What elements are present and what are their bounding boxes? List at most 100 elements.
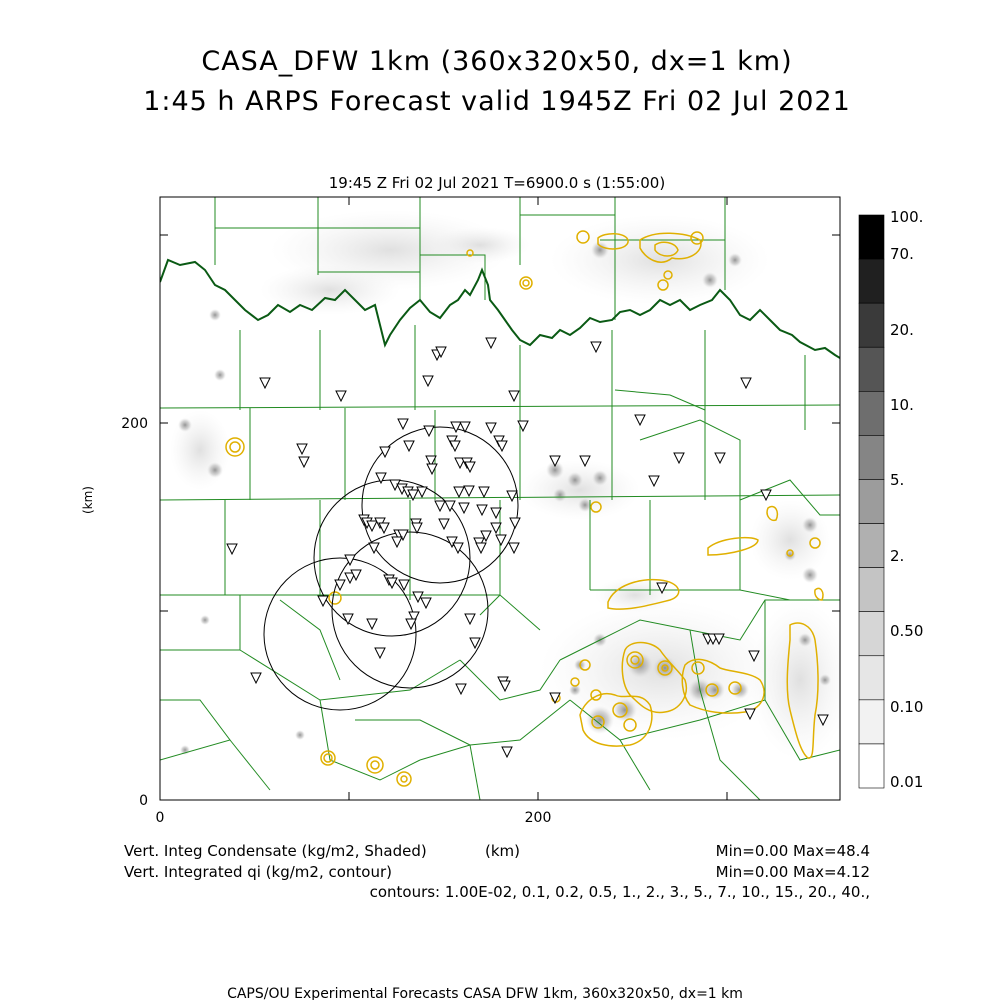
colorbar-band [858, 655, 885, 701]
legend-contour-levels: contours: 1.00E-02, 0.1, 0.2, 0.5, 1., 2… [370, 883, 870, 901]
site-marker [342, 613, 354, 626]
site-marker [478, 486, 490, 499]
site-marker [438, 518, 450, 531]
colorbar-band [858, 743, 885, 789]
site-marker [411, 522, 423, 535]
site-marker [425, 455, 437, 468]
footer-credit: CAPS/OU Experimental Forecasts CASA DFW … [227, 986, 743, 1000]
site-marker [455, 683, 467, 696]
site-marker [449, 440, 461, 453]
axis-ticks [160, 197, 840, 800]
site-marker [250, 672, 262, 685]
colorbar-band [858, 479, 885, 524]
site-marker [485, 422, 497, 435]
site-marker [549, 455, 561, 468]
site-marker [549, 692, 561, 705]
site-marker [226, 543, 238, 556]
site-marker [454, 457, 466, 470]
x-tick-0: 0 [156, 810, 165, 826]
figure-title-line-1: CASA_DFW 1km (360x320x50, dx=1 km) [201, 46, 792, 77]
map-plot [160, 197, 840, 800]
site-marker [740, 377, 752, 390]
x-axis-label: (km) [485, 842, 520, 860]
colorbar-label-100: 100. [890, 208, 923, 226]
site-marker [656, 582, 668, 595]
figure-title-line-2: 1:45 h ARPS Forecast valid 1945Z Fri 02 … [143, 86, 851, 117]
legend-contour-label: Vert. Integrated qi (kg/m2, contour) [124, 863, 392, 881]
site-marker [634, 414, 646, 427]
y-tick-0: 0 [139, 793, 148, 809]
site-marker [344, 554, 356, 567]
colorbar-band [858, 214, 885, 260]
site-marker [412, 591, 424, 604]
site-marker [405, 618, 417, 631]
site-marker [480, 530, 492, 543]
site-marker [379, 446, 391, 459]
site-marker [366, 618, 378, 631]
colorbar-label-0-01: 0.01 [890, 773, 923, 791]
site-marker [517, 420, 529, 433]
site-marker [423, 425, 435, 438]
colorbar-label-2: 2. [890, 547, 904, 565]
site-marker [748, 650, 760, 663]
colorbar-label-0-10: 0.10 [890, 698, 923, 716]
site-marker [391, 536, 403, 549]
site-marker [374, 647, 386, 660]
colorbar-label-20: 20. [890, 321, 914, 339]
colorbar-band [858, 258, 885, 304]
map-frame [159, 196, 841, 801]
site-marker [298, 456, 310, 469]
y-axis-label: (km) [81, 486, 95, 514]
site-marker [496, 440, 508, 453]
site-marker [509, 517, 521, 530]
colorbar-band [858, 567, 885, 612]
colorbar-band [858, 435, 885, 480]
site-marker [508, 390, 520, 403]
site-marker [334, 579, 346, 592]
site-marker [375, 472, 387, 485]
site-marker [344, 572, 356, 585]
site-marker [713, 633, 725, 646]
colorbar [858, 214, 885, 789]
site-marker [397, 418, 409, 431]
site-marker [408, 611, 420, 624]
site-marker [464, 461, 476, 474]
colorbar-band [858, 523, 885, 568]
site-marker [378, 522, 390, 535]
legend-shaded-minmax: Min=0.00 Max=48.4 [716, 842, 870, 860]
ice-contours [225, 230, 824, 787]
site-marker [485, 337, 497, 350]
site-marker [350, 569, 362, 582]
site-marker [714, 452, 726, 465]
colorbar-labels: 100. 70. 20. 10. 5. 2. 0.50 0.10 0.01 [890, 208, 923, 791]
site-marker [673, 452, 685, 465]
site-marker [435, 346, 447, 359]
site-marker [335, 390, 347, 403]
y-tick-200: 200 [121, 416, 148, 432]
colorbar-band [858, 699, 885, 745]
site-marker [453, 486, 465, 499]
site-marker [508, 542, 520, 555]
site-marker [499, 680, 511, 693]
site-marker [368, 542, 380, 555]
site-marker [744, 708, 756, 721]
site-marker [579, 455, 591, 468]
site-marker [476, 504, 488, 517]
site-marker [469, 637, 481, 650]
site-marker [444, 500, 456, 513]
site-marker [446, 536, 458, 549]
site-marker [475, 542, 487, 555]
site-marker [420, 597, 432, 610]
observation-sites [226, 337, 829, 759]
state-border [160, 258, 840, 359]
site-marker [464, 613, 476, 626]
site-marker [648, 475, 660, 488]
legend-shaded-label: Vert. Integ Condensate (kg/m2, Shaded) [124, 842, 427, 860]
colorbar-band [858, 302, 885, 348]
site-marker [407, 489, 419, 502]
site-marker [501, 746, 513, 759]
site-marker [458, 502, 470, 515]
plot-header: 19:45 Z Fri 02 Jul 2021 T=6900.0 s (1:55… [329, 174, 665, 192]
site-marker [317, 595, 329, 608]
